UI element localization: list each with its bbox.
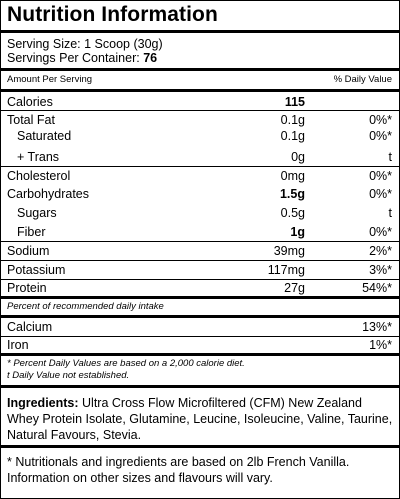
row-label-cholesterol: Cholesterol [7,169,71,183]
row-amount-total-fat: 0.1g [280,113,305,127]
row-label-calcium: Calcium [7,320,53,334]
row-amount-carbohydrates: 1.5g [279,187,305,201]
row-dv-fiber: 0%* [369,225,392,239]
footnote-not-established: t Daily Value not established. [7,370,130,381]
row-amount-protein: 27g [284,281,305,295]
serving-size: Serving Size: 1 Scoop (30g) [7,37,163,51]
panel-title: Nutrition Information [7,3,218,26]
row-label-calories: Calories [7,95,53,109]
row-label-saturated: Saturated [17,129,72,143]
row-label-protein: Protein [7,281,47,295]
row-dv-total-fat: 0%* [369,113,392,127]
ingredients-text: Ultra Cross Flow Microfiltered (CFM) New… [7,396,393,442]
row-divider [1,336,399,337]
recommended-divider [1,315,399,318]
row-divider [1,166,399,167]
row-label-iron: Iron [7,338,29,352]
row-divider [1,241,399,242]
minerals-divider [1,353,399,356]
row-dv-trans: t [388,150,392,164]
row-label-potassium: Potassium [7,263,66,277]
row-divider [1,110,399,111]
row-amount-calories: 115 [284,95,305,109]
ingredients-label: Ingredients: [7,396,79,410]
row-label-sugars: Sugars [17,206,57,220]
row-dv-potassium: 3%* [369,263,392,277]
row-amount-saturated: 0.1g [280,129,305,143]
row-amount-potassium: 117mg [267,263,305,277]
row-amount-cholesterol: 0mg [280,169,305,183]
serving-divider [1,68,399,71]
ingredients-divider [1,445,399,448]
footnote-daily-values: * Percent Daily Values are based on a 2,… [7,358,245,369]
row-label-total-fat: Total Fat [7,113,55,127]
row-amount-sodium: 39mg [273,244,305,258]
title-divider [1,30,399,33]
servings-per-container-value: 76 [143,51,158,65]
row-label-carbohydrates: Carbohydrates [7,187,89,201]
row-amount-fiber: 1g [290,225,305,239]
recommended-intake-note: Percent of recommended daily intake [7,301,164,312]
row-label-fiber: Fiber [17,225,46,239]
row-dv-calcium: 13%* [362,320,392,334]
servings-per-container-label: Servings Per Container: [7,51,140,65]
row-divider [1,260,399,261]
ingredients-block: Ingredients: Ultra Cross Flow Microfilte… [7,395,393,443]
disclaimer-text: * Nutritionals and ingredients are based… [7,455,350,485]
protein-divider [1,296,399,299]
daily-value-header: % Daily Value [333,74,392,85]
footnote-divider [1,385,399,388]
row-dv-iron: 1%* [369,338,392,352]
row-amount-trans: 0g [291,150,305,164]
row-dv-sodium: 2%* [369,244,392,258]
row-dv-cholesterol: 0%* [369,169,392,183]
row-amount-sugars: 0.5g [280,206,305,220]
header-divider [1,89,399,92]
servings-per-container: Servings Per Container: 76 [7,51,157,65]
row-label-trans: + Trans [17,150,60,164]
row-dv-saturated: 0%* [369,129,392,143]
row-divider [1,279,399,280]
amount-per-serving-header: Amount Per Serving [7,74,93,85]
row-dv-protein: 54%* [362,281,392,295]
row-label-sodium: Sodium [7,244,50,258]
row-dv-sugars: t [388,206,392,220]
row-dv-carbohydrates: 0%* [369,187,392,201]
